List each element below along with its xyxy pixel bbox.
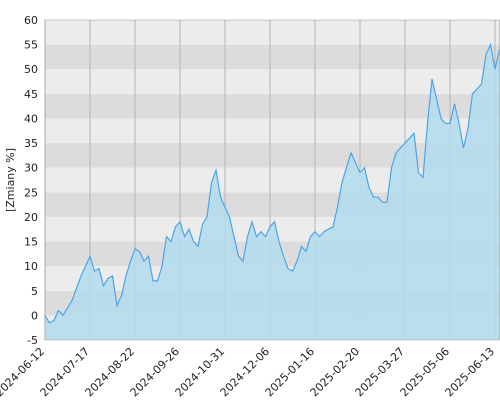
y-tick-label: 30 bbox=[24, 162, 38, 175]
y-tick-label: 5 bbox=[31, 285, 38, 298]
y-tick-label: 15 bbox=[24, 236, 38, 249]
y-tick-label: 25 bbox=[24, 186, 38, 199]
y-tick-label: 60 bbox=[24, 14, 38, 27]
y-axis-label: [Zmiany %] bbox=[4, 148, 17, 212]
grid-band bbox=[45, 118, 500, 144]
grid-band bbox=[45, 93, 500, 119]
y-tick-label: 10 bbox=[24, 260, 38, 273]
grid-band bbox=[45, 44, 500, 70]
area bbox=[45, 44, 500, 340]
y-tick-label: 50 bbox=[24, 63, 38, 76]
y-tick-label: 35 bbox=[24, 137, 38, 150]
line bbox=[44, 42, 500, 324]
y-tick-label: 20 bbox=[24, 211, 38, 224]
y-tick-label: -5 bbox=[27, 334, 38, 347]
y-tick-label: 45 bbox=[24, 88, 38, 101]
grid-band bbox=[45, 69, 500, 94]
y-tick-label: 55 bbox=[24, 39, 38, 52]
grid-band bbox=[45, 20, 500, 45]
y-tick-label: 40 bbox=[24, 112, 38, 125]
plot-area bbox=[44, 20, 500, 340]
y-tick-label: 0 bbox=[31, 309, 38, 322]
